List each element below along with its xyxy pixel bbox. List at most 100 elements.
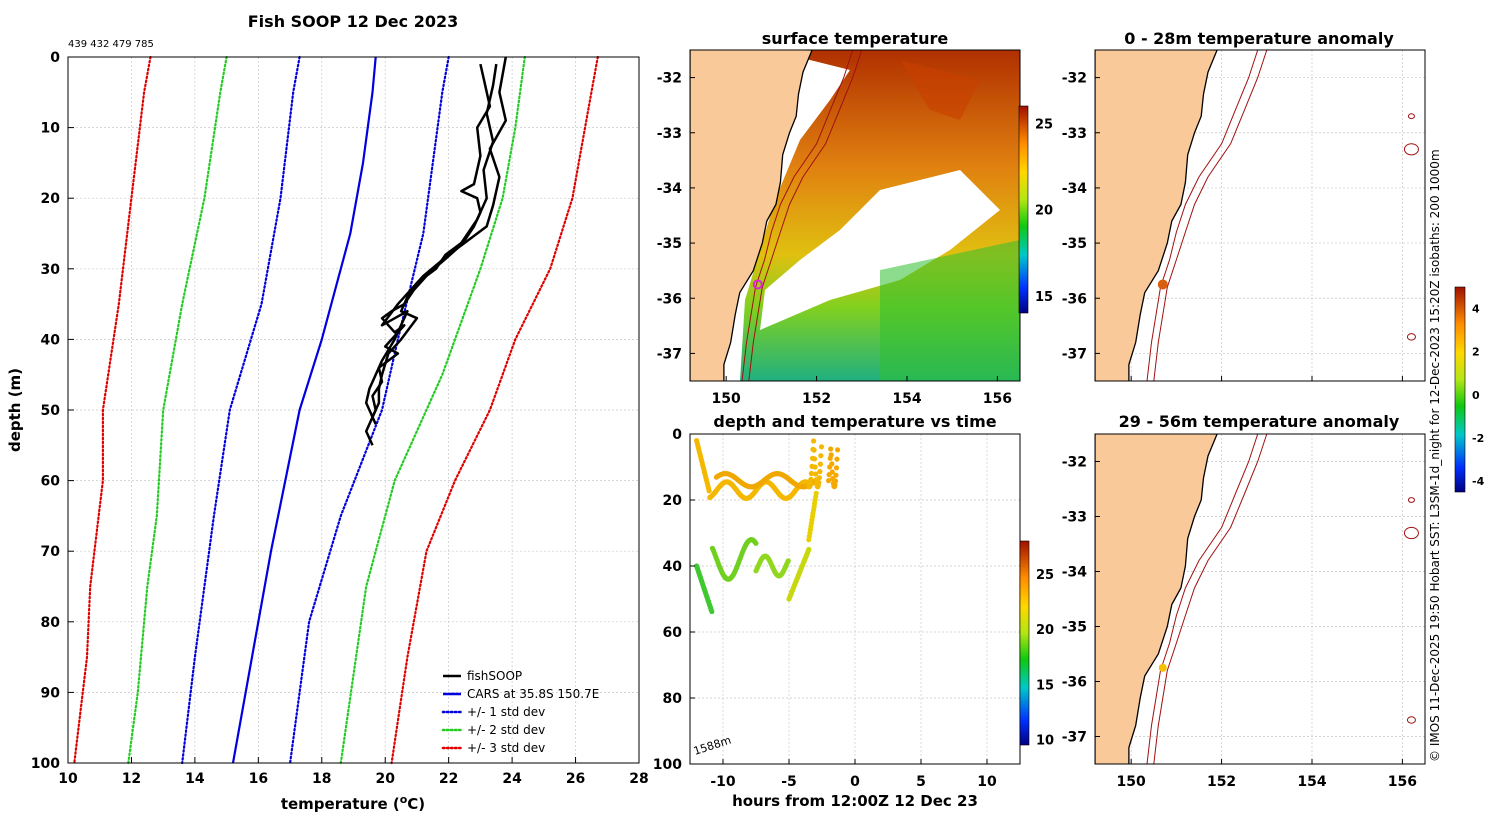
timeseries-title: depth and temperature vs time — [713, 412, 996, 431]
profile-ytick-label: 60 — [41, 474, 61, 490]
timeseries-colorbar-label: 10 — [1036, 733, 1054, 748]
profile-series--1-std — [289, 55, 450, 765]
timeseries-colorbar-label: 25 — [1036, 568, 1054, 583]
profile-xtick-label: 18 — [312, 771, 331, 787]
seamount-contour — [1403, 526, 1419, 540]
profile-series-fishsoop — [364, 63, 492, 446]
depth-temperature-time-panel: depth and temperature vs time -10 -5 0 5 100… — [653, 412, 1054, 810]
legend-label: fishSOOP — [467, 669, 522, 683]
timeseries-point — [828, 446, 834, 452]
profile-xtick-label: 16 — [249, 771, 268, 787]
timeseries-point — [816, 475, 823, 481]
map-ytick-label: -35 — [657, 236, 682, 252]
profile-ytick-label: 20 — [41, 191, 61, 207]
profile-ytick-label: 80 — [41, 615, 61, 631]
anomaly-29-56m-panel: 29 - 56m temperature anomaly 150 152 154 15… — [1062, 412, 1426, 791]
map-ytick-label: -33 — [657, 126, 682, 142]
timeseries-point — [832, 482, 838, 488]
surface-colorbar-label: 25 — [1035, 117, 1053, 132]
anomaly2-isobath-200 — [1146, 434, 1259, 764]
profile-ytick-label: 0 — [50, 50, 60, 66]
map-ytick-label: -32 — [1062, 71, 1087, 87]
profile-series--3-std — [73, 55, 152, 765]
profile-ytick-label: 90 — [41, 685, 61, 701]
timeseries-ytick-label: 0 — [672, 427, 682, 443]
map-ytick-label: -35 — [1062, 620, 1087, 636]
anomaly2-title: 29 - 56m temperature anomaly — [1119, 412, 1400, 431]
surface-title: surface temperature — [762, 29, 949, 48]
timeseries-point — [817, 468, 823, 475]
profile-ytick-label: 100 — [31, 756, 60, 772]
surface-colorbar-ticks: 15 20 25 — [1035, 117, 1053, 305]
timeseries-colorbar — [1019, 540, 1030, 746]
anomaly2-land — [1095, 434, 1218, 764]
timeseries-xtick-label: 10 — [977, 774, 997, 790]
profile-ytick-label: 30 — [41, 262, 61, 278]
timeseries-point — [813, 490, 819, 496]
copyright-text: © IMOS 11-Dec-2025 19:50 Hobart SST: L3S… — [1428, 149, 1442, 762]
timeseries-point — [709, 608, 715, 615]
timeseries-xtick-label: -5 — [781, 774, 797, 790]
map-ytick-label: -34 — [1062, 565, 1088, 581]
anomaly1-land — [1095, 50, 1218, 381]
timeseries-point — [806, 546, 812, 553]
map-ytick-label: -36 — [1062, 291, 1087, 307]
map-ytick-label: -35 — [1062, 236, 1087, 252]
anomaly-colorbar-label: 2 — [1472, 346, 1480, 359]
anomaly1-frame — [1094, 49, 1426, 382]
timeseries-point — [829, 461, 835, 467]
anomaly-colorbar-label: -2 — [1472, 432, 1484, 445]
anomaly-colorbar-label: 4 — [1472, 303, 1480, 316]
profile-xlabel: temperature (oC) — [281, 793, 425, 813]
anomaly2-frame — [1094, 433, 1426, 765]
map-ytick-label: -34 — [1062, 181, 1088, 197]
seamount-contour — [1407, 497, 1415, 503]
timeseries-colorbar-label: 15 — [1036, 678, 1054, 693]
map-ytick-label: -36 — [1062, 675, 1087, 691]
seamount-contour — [1403, 143, 1419, 156]
temperature-profile-panel: Fish SOOP 12 Dec 2023 439 432 479 785 10… — [6, 12, 649, 813]
timeseries-point — [833, 472, 839, 478]
timeseries-point — [808, 476, 814, 482]
profile-series--2-std — [339, 55, 526, 765]
map-ytick-label: -32 — [657, 71, 682, 87]
profile-ytick-label: 50 — [41, 403, 61, 419]
surface-colorbar-label: 20 — [1035, 204, 1053, 219]
map-xtick-label: 152 — [802, 391, 831, 407]
anomaly2-seamounts — [1403, 497, 1419, 724]
surface-colorbar — [1018, 105, 1029, 314]
surface-ship-marker — [752, 279, 763, 290]
timeseries-point — [829, 469, 835, 475]
profile-legend: fishSOOP CARS at 35.8S 150.7E +/- 1 std de… — [441, 669, 599, 755]
timeseries-point — [811, 447, 817, 453]
timeseries-point — [785, 558, 791, 564]
map-xtick-label: 152 — [1207, 774, 1236, 790]
timeseries-point — [706, 488, 712, 494]
timeseries-point — [807, 480, 814, 487]
profile-series--3-std — [390, 55, 599, 765]
timeseries-ytick-label: 20 — [663, 493, 683, 509]
legend-label: +/- 1 std dev — [467, 705, 545, 719]
anomaly2-ticks: 150 152 154 156 -32 -33 -34 -35 -36 -37 — [1062, 455, 1417, 791]
map-xtick-label: 156 — [983, 391, 1012, 407]
timeseries-ytick-label: 80 — [663, 691, 683, 707]
sst-cloud-gap — [760, 170, 1000, 330]
timeseries-annotation: 1588m — [692, 734, 733, 758]
profile-xtick-label: 12 — [122, 771, 141, 787]
timeseries-point — [835, 447, 841, 453]
profile-subtitle: 439 432 479 785 — [68, 39, 154, 50]
legend-label: +/- 2 std dev — [467, 723, 545, 737]
profile-title: Fish SOOP 12 Dec 2023 — [248, 12, 458, 31]
map-ytick-label: -32 — [1062, 455, 1087, 471]
anomaly1-ship-marker — [1157, 279, 1168, 290]
map-xtick-label: 154 — [1297, 774, 1326, 790]
seamount-contour — [1406, 333, 1416, 341]
map-xtick-label: 156 — [1388, 774, 1417, 790]
anomaly-colorbar — [1454, 286, 1466, 493]
timeseries-point — [812, 464, 818, 470]
profile-xtick-label: 22 — [439, 771, 458, 787]
anomaly2-ship-marker — [1158, 663, 1167, 672]
anomaly-colorbar-ticks: 4 2 0 -2 -4 — [1472, 303, 1485, 489]
